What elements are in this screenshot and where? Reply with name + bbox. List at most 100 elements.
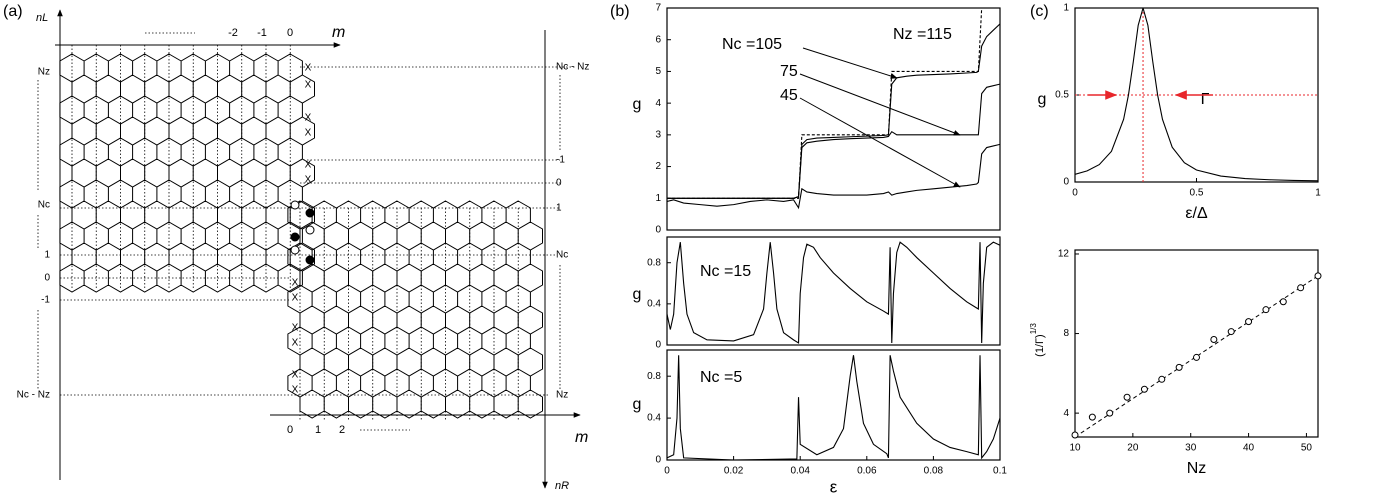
y-tick-label: 5 bbox=[655, 66, 661, 77]
point bbox=[1211, 337, 1217, 343]
row-label: 1 bbox=[556, 203, 562, 214]
y-tick-label: 0.4 bbox=[647, 413, 661, 424]
curve bbox=[667, 24, 1000, 198]
y-tick-label: 6 bbox=[655, 34, 661, 45]
annotation-arrow bbox=[803, 48, 897, 78]
lattice bbox=[60, 54, 315, 292]
annotation-arrow bbox=[800, 74, 960, 135]
row-label: Nz bbox=[556, 390, 568, 401]
y-axis-label-base: (1/Γ) bbox=[1034, 334, 1046, 357]
site bbox=[306, 256, 314, 264]
y-tick-label: 4 bbox=[1063, 408, 1069, 419]
x-mark: X bbox=[292, 293, 299, 304]
x-axis-label: Nz bbox=[1187, 460, 1207, 477]
y-tick-label: 4 bbox=[655, 98, 661, 109]
site bbox=[306, 209, 314, 217]
lattice bbox=[288, 201, 543, 418]
point bbox=[1298, 285, 1304, 291]
x-tick-label: 0.02 bbox=[724, 466, 744, 477]
y-axis-label: g bbox=[633, 96, 642, 113]
x-mark: X bbox=[305, 63, 312, 74]
point bbox=[1089, 414, 1095, 420]
row-label: Nz bbox=[38, 67, 50, 78]
curve bbox=[667, 242, 1000, 343]
tick-label: -1 bbox=[257, 27, 267, 39]
tick-label: 1 bbox=[315, 424, 321, 436]
y-tick-label: 1 bbox=[1063, 3, 1069, 14]
point bbox=[1176, 364, 1182, 370]
annotation: 45 bbox=[780, 87, 798, 104]
y-axis-label: (1/Γ)1/3 bbox=[1029, 323, 1046, 357]
x-axis-label: ε/Δ bbox=[1185, 205, 1208, 222]
x-tick-label: 30 bbox=[1185, 443, 1197, 454]
axis-label: m bbox=[332, 24, 345, 41]
y-tick-label: 0 bbox=[655, 455, 661, 466]
row-label: Nc bbox=[556, 250, 568, 261]
point bbox=[1072, 432, 1078, 438]
plot-frame bbox=[667, 237, 1000, 345]
point bbox=[1107, 410, 1113, 416]
point bbox=[1194, 354, 1200, 360]
x-mark: X bbox=[305, 113, 312, 124]
row-label: 0 bbox=[44, 273, 50, 284]
y-tick-label: 0 bbox=[655, 225, 661, 236]
annotation: Nc =105 bbox=[722, 36, 782, 53]
x-tick-label: 10 bbox=[1069, 443, 1081, 454]
axis-label: m bbox=[575, 429, 588, 446]
point bbox=[1280, 299, 1286, 305]
x-mark: X bbox=[305, 160, 312, 171]
site bbox=[291, 201, 299, 209]
annotation: 75 bbox=[780, 63, 798, 80]
tick-label: 0 bbox=[287, 27, 293, 39]
x-mark: X bbox=[292, 370, 299, 381]
annotation-arrow bbox=[800, 98, 960, 187]
row-label: -1 bbox=[556, 155, 565, 166]
y-tick-label: 0.4 bbox=[647, 298, 661, 309]
axis-label: nR bbox=[555, 480, 569, 492]
x-tick-label: 0.5 bbox=[1190, 188, 1204, 199]
x-tick-label: 0.1 bbox=[993, 466, 1007, 477]
point bbox=[1159, 376, 1165, 382]
y-tick-label: 8 bbox=[1063, 328, 1069, 339]
annotation: Nz =115 bbox=[893, 26, 952, 43]
x-tick-label: 20 bbox=[1127, 443, 1139, 454]
site bbox=[291, 233, 299, 241]
site bbox=[291, 246, 299, 254]
row-label: Nc bbox=[38, 200, 50, 211]
x-mark: X bbox=[292, 338, 299, 349]
site bbox=[306, 226, 314, 234]
panel-label: (a) bbox=[3, 3, 23, 20]
row-label: -1 bbox=[41, 295, 50, 306]
x-tick-label: 0 bbox=[664, 466, 670, 477]
row-label: Nc - Nz bbox=[556, 62, 589, 73]
plot-frame bbox=[1075, 250, 1318, 437]
point bbox=[1141, 386, 1147, 392]
annotation: Nc =5 bbox=[700, 369, 742, 386]
tick-label: 0 bbox=[287, 424, 293, 436]
plot-frame bbox=[667, 350, 1000, 460]
y-tick-label: 3 bbox=[655, 129, 661, 140]
x-tick-label: 1 bbox=[1315, 188, 1321, 199]
x-mark: X bbox=[292, 385, 299, 396]
x-mark: X bbox=[305, 175, 312, 186]
panel-label: (c) bbox=[1030, 3, 1049, 20]
point bbox=[1263, 307, 1269, 313]
x-tick-label: 0.08 bbox=[924, 466, 944, 477]
panel-label: (b) bbox=[610, 3, 630, 20]
tick-label: 2 bbox=[339, 424, 345, 436]
y-axis-label-exponent: 1/3 bbox=[1029, 323, 1038, 335]
x-mark: X bbox=[305, 80, 312, 91]
axis-label: nL bbox=[36, 12, 48, 24]
y-tick-label: 0.8 bbox=[647, 257, 661, 268]
figure: (1/Γ)1/3 (a)(b)(c)mnLmnR-2-10012NzNc10-1… bbox=[0, 0, 1380, 498]
row-label: Nc - Nz bbox=[17, 390, 50, 401]
y-axis-label: g bbox=[633, 396, 642, 413]
y-tick-label: 0.8 bbox=[647, 371, 661, 382]
tick-label: -2 bbox=[228, 27, 238, 39]
y-tick-label: 0 bbox=[1063, 177, 1069, 188]
x-tick-label: 50 bbox=[1301, 443, 1313, 454]
y-tick-label: 0 bbox=[655, 340, 661, 351]
y-tick-label: 1 bbox=[655, 193, 661, 204]
y-tick-label: 12 bbox=[1058, 249, 1070, 260]
x-tick-label: 0 bbox=[1072, 188, 1078, 199]
